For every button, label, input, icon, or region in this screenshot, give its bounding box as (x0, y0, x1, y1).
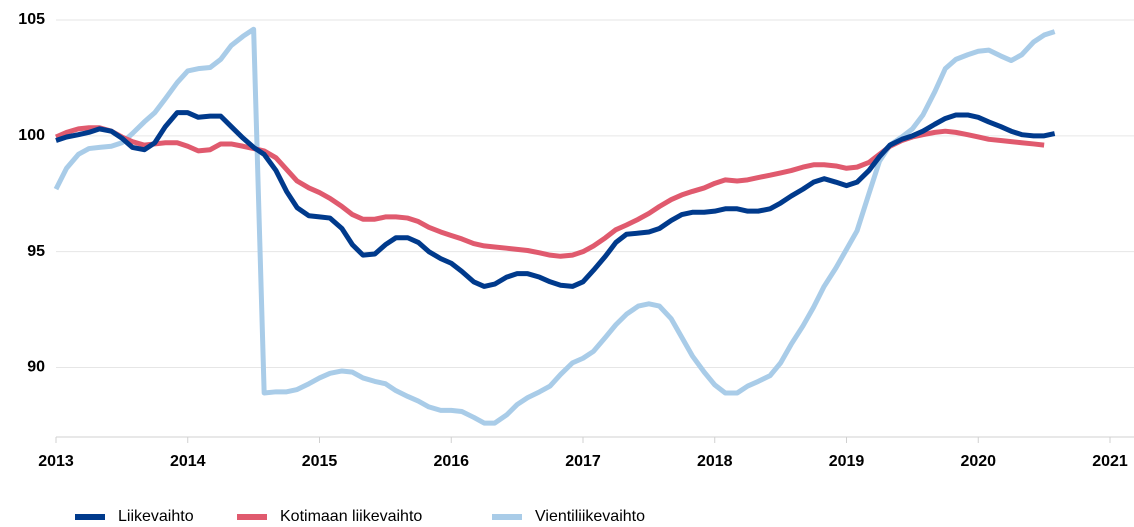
x-tick-label: 2020 (960, 453, 996, 470)
legend-label: Vientiliikevaihto (535, 508, 645, 525)
legend-label: Kotimaan liikevaihto (280, 508, 422, 525)
y-tick-label: 105 (18, 11, 45, 28)
x-tick-label: 2014 (170, 453, 206, 470)
x-tick-label: 2017 (565, 453, 601, 470)
y-tick-label: 100 (18, 127, 45, 144)
x-tick-label: 2018 (697, 453, 733, 470)
x-tick-label: 2013 (38, 453, 74, 470)
series-line (54, 125, 1045, 259)
y-tick-label: 95 (27, 243, 45, 260)
x-tick-label: 2019 (829, 453, 865, 470)
x-tick-label: 2021 (1092, 453, 1128, 470)
y-tick-label: 90 (27, 359, 45, 376)
series-line (55, 110, 1056, 289)
x-tick-label: 2016 (433, 453, 469, 470)
series-line (53, 26, 1056, 426)
x-tick-label: 2015 (302, 453, 338, 470)
legend-label: Liikevaihto (118, 508, 194, 525)
